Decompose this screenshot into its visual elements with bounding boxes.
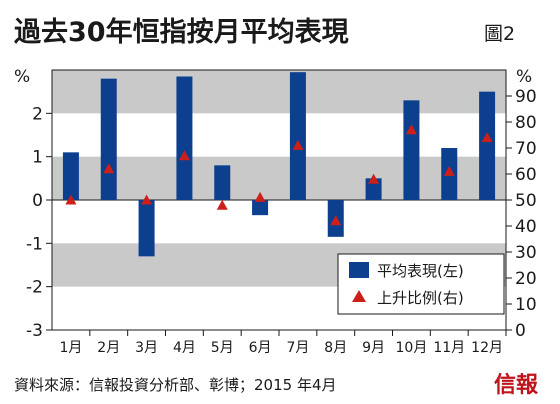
triangle-marker [254,191,266,202]
category-label: 9月 [362,340,385,356]
left-tick-label: 0 [32,191,43,211]
bar [138,200,155,257]
figure-number: 圖2 [484,23,515,45]
bar-series [62,72,496,257]
right-tick-label: 60 [515,165,537,185]
category-label: 8月 [324,340,347,356]
bar [403,100,420,200]
bar [176,76,193,200]
category-label: 1月 [59,340,82,356]
category-label: 10月 [396,340,428,356]
right-tick-label: 80 [515,113,537,133]
triangle-marker [405,124,417,135]
legend-label-marker: 上升比例(右) [377,289,464,307]
grid-band [52,156,506,200]
category-label: 6月 [249,340,272,356]
left-tick-label: 2 [32,104,43,124]
right-tick-label: 90 [515,87,537,107]
triangle-marker [216,199,228,210]
triangle-marker [443,165,455,176]
chart-title: 過去30年恒指按月平均表現 [14,16,349,48]
left-tick-label: -1 [26,234,43,254]
triangle-marker [330,215,342,226]
bar [100,78,117,200]
right-axis-ticks: 0 10 20 30 40 50 60 70 80 90 [52,87,537,341]
right-tick-label: 70 [515,139,537,159]
right-tick-label: 30 [515,243,537,263]
legend-label-bar: 平均表現(左) [377,262,464,280]
source-note: 資料來源：信報投資分析部、彰博；2015 年4月 [14,376,337,394]
legend: 平均表現(左) 上升比例(右) [337,253,505,315]
right-tick-label: 20 [515,269,537,289]
right-tick-label: 50 [515,191,537,211]
bar [214,165,231,200]
category-label: 7月 [286,340,309,356]
left-axis-unit: % [14,67,30,87]
category-label: 3月 [135,340,158,356]
category-label: 5月 [211,340,234,356]
category-labels: 1月 2月 3月 4月 5月 6月 7月 8月 9月 10月 11月 12月 [59,330,507,356]
right-axis-unit: % [516,67,532,87]
triangle-marker [292,139,304,150]
legend-bar-swatch [349,262,369,278]
category-label: 2月 [97,340,120,356]
publisher-logo: 信報 [494,372,539,398]
legend-triangle-icon [352,290,366,302]
triangle-marker [368,173,380,184]
left-axis-ticks: -3 -2 -1 0 1 2 [26,104,52,341]
triangle-marker [65,194,77,205]
grid-band [52,70,506,114]
bar [365,178,382,200]
left-tick-label: 1 [32,148,43,168]
left-tick-label: -2 [26,278,43,298]
bar [252,200,269,216]
bar [479,91,496,200]
triangle-marker [141,194,153,205]
right-tick-label: 0 [515,321,526,341]
category-label: 12月 [471,340,503,356]
right-tick-label: 40 [515,217,537,237]
marker-series [65,124,493,226]
category-label: 4月 [173,340,196,356]
triangle-marker [178,150,190,161]
left-tick-label: -3 [26,321,43,341]
bar [289,72,306,200]
right-tick-label: 10 [515,295,537,315]
triangle-marker [481,132,493,143]
bar [62,152,79,200]
plot-frame [51,69,507,331]
category-label: 11月 [433,340,465,356]
triangle-marker [103,163,115,174]
